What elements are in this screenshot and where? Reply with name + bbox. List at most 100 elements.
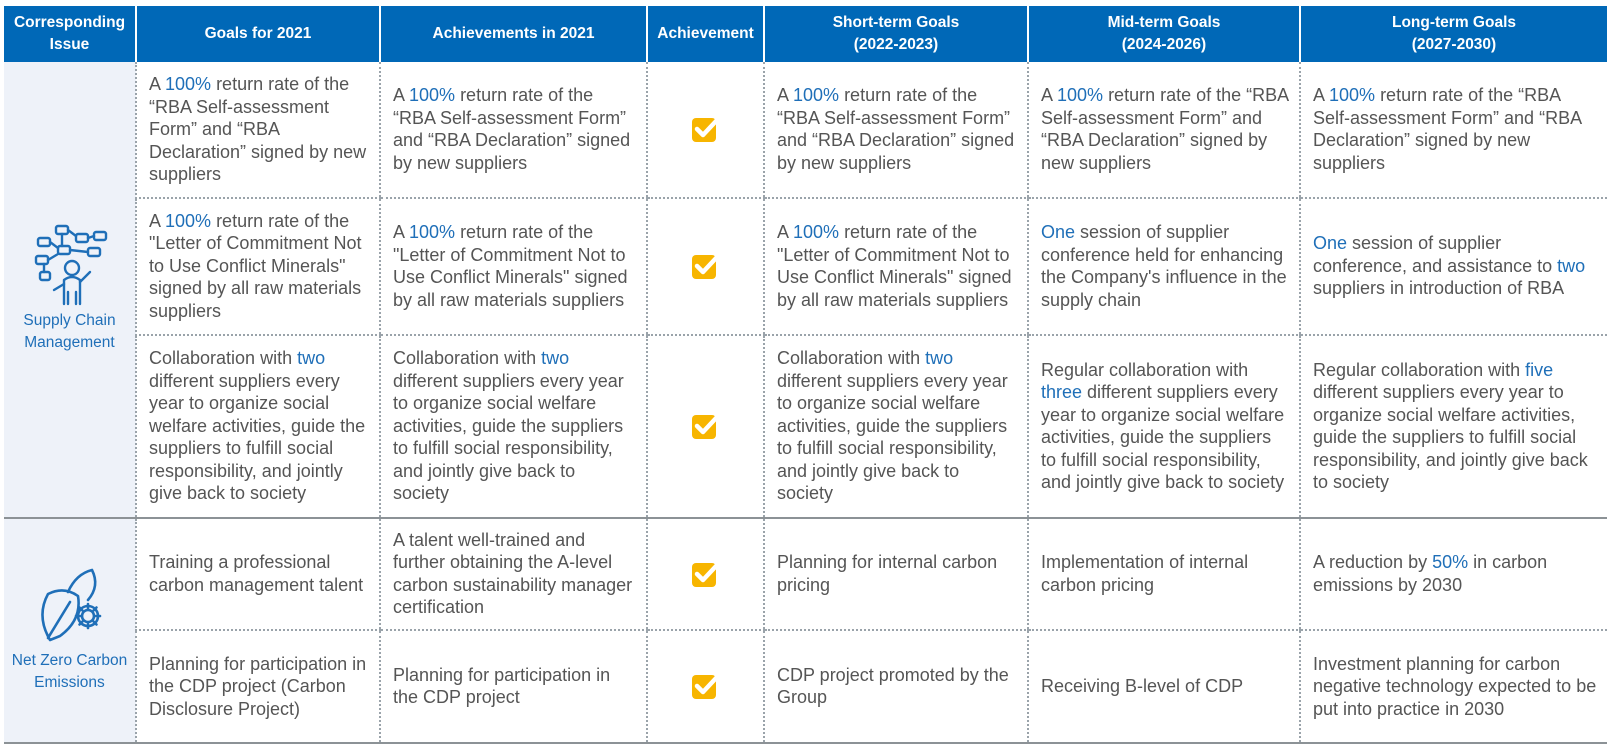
short-term-goals-cell: Collaboration with two different supplie… [763,334,1028,519]
long-term-goals-cell: One session of supplier conference, and … [1299,197,1607,336]
esg-goals-table: Corresponding Issue Goals for 2021 Achie… [4,6,1607,745]
cell-text: suppliers in introduction of RBA [1313,278,1565,299]
cell-text: Collaboration with [149,348,298,369]
cell-text: return rate of the “RBA Self-assessment … [149,74,367,185]
highlight-text: 100% [409,85,456,106]
cell-text: CDP project promoted by the Group [777,664,1009,708]
mid-term-goals-cell: One session of supplier conference held … [1027,197,1300,336]
header-mid-term-goals: Mid-term Goals (2024-2026) [1027,6,1300,62]
mid-term-goals-cell: Regular collaboration with three differe… [1027,334,1300,519]
cell-text: A [393,222,410,243]
checked-box-icon [691,561,720,587]
cell-text: Investment planning for carbon negative … [1313,653,1597,719]
cell-text: different suppliers every year to organi… [1313,382,1588,493]
cell-text: Receiving B-level of CDP [1041,676,1244,697]
goals-2021-cell: A 100% return rate of the "Letter of Com… [135,197,380,336]
highlight-text: 100% [409,222,456,243]
cell-text: different suppliers every year to organi… [149,370,366,504]
checked-box-icon [691,117,720,143]
achievements-2021-cell: Collaboration with two different supplie… [379,334,647,519]
leaf-gear-icon [40,569,101,642]
highlight-text: 100% [793,222,840,243]
cell-text: Planning for participation in the CDP pr… [393,664,611,708]
achievement-cell [646,197,764,336]
highlight-text: two [297,348,326,369]
cell-text: return rate of the “RBA Self-assessment … [777,85,1015,173]
cell-text: Regular collaboration with [1041,359,1249,380]
cell-text: different suppliers every year to organi… [777,370,1008,504]
mid-term-goals-cell: A 100% return rate of the “RBA Self-asse… [1027,62,1300,199]
table-row: Supply Chain Management A 100% return ra… [4,62,1607,519]
cell-text: different suppliers every year to organi… [393,370,624,504]
cell-text: session of supplier conference, and assi… [1313,233,1558,276]
header-achievements-2021: Achievements in 2021 [379,6,647,62]
cell-text: A talent well-trained and further obtain… [393,529,633,618]
highlight-text: One [1313,233,1348,254]
cell-text: Regular collaboration with [1313,359,1526,380]
header-long-term-goals: Long-term Goals (2027-2030) [1299,6,1607,62]
highlight-text: two [541,348,570,369]
header-goals-2021: Goals for 2021 [135,6,380,62]
cell-text: A [149,74,166,95]
long-term-goals-cell: Investment planning for carbon negative … [1299,629,1607,745]
highlight-text: One [1041,222,1076,243]
cell-text: return rate of the “RBA Self-assessment … [1041,85,1289,173]
long-term-goals-cell: Regular collaboration with five differen… [1299,334,1607,519]
cell-text: A [1313,85,1330,106]
highlight-text: 50% [1432,552,1469,573]
highlight-text: five [1525,359,1554,380]
achievement-cell [646,334,764,519]
mid-term-goals-cell: Receiving B-level of CDP [1027,629,1300,745]
achievement-cell [646,517,764,631]
goals-2021-cell: Training a professional carbon managemen… [135,517,380,631]
cell-text: return rate of the "Letter of Commitment… [149,210,362,321]
cell-text: A [777,85,794,106]
short-term-goals-cell: Planning for internal carbon pricing [763,517,1028,631]
achievements-2021-cell: Planning for participation in the CDP pr… [379,629,647,745]
goals-2021-cell: A 100% return rate of the “RBA Self-asse… [135,62,380,199]
cell-text: A reduction by [1313,552,1433,573]
table-row: Planning for participation in the CDP pr… [4,629,1607,745]
issue-label-net-zero: Net Zero Carbon Emissions [11,652,128,692]
achievements-2021-cell: A 100% return rate of the “RBA Self-asse… [379,62,647,199]
cell-text: return rate of the “RBA Self-assessment … [1313,85,1582,173]
achievements-2021-cell: A 100% return rate of the "Letter of Com… [379,197,647,336]
highlight-text: 100% [1329,85,1376,106]
cell-text: A [149,210,166,231]
cell-text: Training a professional carbon managemen… [149,552,364,595]
achievement-cell [646,62,764,199]
highlight-text: 100% [1057,85,1104,106]
goals-2021-cell: Planning for participation in the CDP pr… [135,629,380,745]
cell-text: A [777,222,794,243]
cell-text: return rate of the “RBA Self-assessment … [393,85,631,173]
cell-text: return rate of the "Letter of Commitment… [393,222,628,310]
cell-text: Collaboration with [393,348,542,369]
table-row: A 100% return rate of the "Letter of Com… [4,197,1607,336]
highlight-text: 100% [793,85,840,106]
cell-text: A [393,85,410,106]
highlight-text: 100% [165,74,212,95]
checked-box-icon [691,674,720,700]
header-row: Corresponding Issue Goals for 2021 Achie… [4,6,1607,62]
cell-text: in carbon emissions by 2030 [1313,552,1548,595]
checked-box-icon [691,253,720,280]
cell-text: return rate of the "Letter of Commitment… [777,222,1012,310]
long-term-goals-cell: A reduction by 50% in carbon emissions b… [1299,517,1607,631]
issue-cell-supply-chain: Supply Chain Management [4,62,136,519]
cell-text: Planning for internal carbon pricing [777,552,998,595]
mid-term-goals-cell: Implementation of internal carbon pricin… [1027,517,1300,631]
header-achievement: Achievement [646,6,764,62]
checked-box-icon [691,413,720,440]
cell-text: session of supplier conference held for … [1041,222,1287,310]
cell-text: Implementation of internal carbon pricin… [1041,552,1249,595]
supply-chain-network-icon [34,225,107,306]
esg-goals-table-container: Corresponding Issue Goals for 2021 Achie… [4,6,1607,745]
table-row: Net Zero Carbon Emissions Training a pro… [4,517,1607,745]
header-short-term-goals: Short-term Goals (2022-2023) [763,6,1028,62]
achievement-cell [646,629,764,745]
highlight-text: three [1041,382,1083,403]
cell-text: different suppliers every year to organi… [1041,382,1285,493]
goals-2021-cell: Collaboration with two different supplie… [135,334,380,519]
cell-text: Planning for participation in the CDP pr… [149,653,367,719]
issue-label-supply-chain: Supply Chain Management [23,312,116,352]
